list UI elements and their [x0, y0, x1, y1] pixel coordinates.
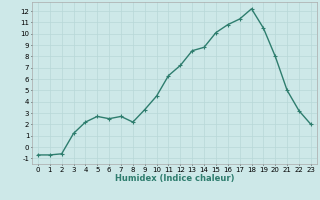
X-axis label: Humidex (Indice chaleur): Humidex (Indice chaleur): [115, 174, 234, 183]
